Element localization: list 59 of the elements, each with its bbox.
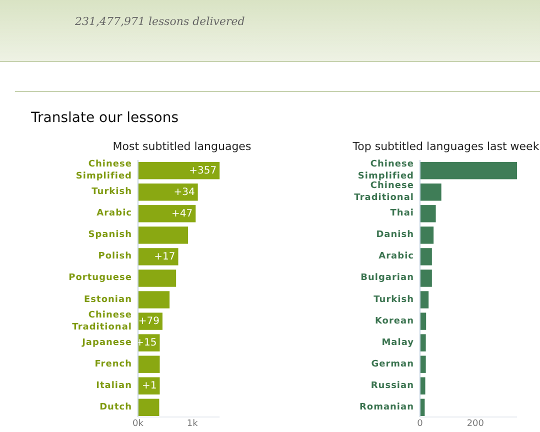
text: Translate our lessons bbox=[30, 110, 178, 126]
y-tick-label: Italian bbox=[96, 381, 132, 392]
annotation: +357 bbox=[189, 165, 217, 176]
x-tick-label: 1k bbox=[186, 419, 199, 429]
annotation: +15 bbox=[136, 338, 157, 349]
y-tick-label: Arabic bbox=[96, 209, 132, 220]
bar bbox=[420, 270, 432, 287]
annotation: +47 bbox=[172, 208, 193, 220]
bar bbox=[420, 312, 426, 330]
y-tick-label: Estonian bbox=[84, 295, 132, 306]
bar bbox=[138, 248, 178, 266]
y-tick-label: Romanian bbox=[359, 402, 414, 413]
y-tick-label: Russian bbox=[370, 381, 414, 392]
y-tick-label: Turkish bbox=[374, 295, 414, 306]
bar bbox=[138, 291, 170, 308]
y-tick-label: Bulgarian bbox=[360, 274, 414, 284]
bar bbox=[138, 162, 220, 180]
y-tick-label: Polish bbox=[98, 252, 132, 262]
y-tick-label: Korean bbox=[374, 316, 414, 327]
y-tick-label: Arabic bbox=[378, 252, 414, 262]
bar bbox=[138, 226, 188, 244]
annotation: +34 bbox=[174, 186, 195, 198]
y-tick-label: German bbox=[371, 360, 414, 370]
annotation: +1 bbox=[142, 380, 157, 392]
bar bbox=[420, 162, 517, 180]
bar bbox=[420, 205, 436, 222]
x-tick-label: 0 bbox=[417, 419, 424, 429]
chart-title: Most subtitled languages bbox=[112, 140, 252, 153]
bar bbox=[420, 377, 426, 394]
x-tick-label: 0k bbox=[132, 419, 144, 429]
y-tick-label: Japanese bbox=[81, 338, 132, 348]
annotation: +17 bbox=[154, 251, 176, 262]
y-tick-label: Dutch bbox=[100, 402, 132, 413]
y-tick-label: Turkish bbox=[92, 188, 132, 198]
bar bbox=[420, 226, 434, 244]
y-tick-label: Thai bbox=[390, 209, 414, 220]
bar bbox=[420, 334, 426, 352]
x-tick-label: 200 bbox=[466, 419, 484, 429]
y-tick-label: Spanish bbox=[88, 230, 132, 241]
bar bbox=[138, 356, 160, 373]
y-tick-label: Portuguese bbox=[68, 274, 132, 284]
bar bbox=[138, 184, 198, 201]
bar bbox=[420, 291, 429, 308]
annotation: +79 bbox=[138, 316, 160, 328]
y-tick-label: Chinese Simplified bbox=[358, 160, 414, 182]
text: 231,477,971 lessons delivered bbox=[74, 15, 245, 28]
y-tick-label: Malay bbox=[382, 338, 414, 348]
chart-title: Top subtitled languages last week bbox=[352, 140, 540, 153]
bar bbox=[420, 184, 442, 201]
y-tick-label: French bbox=[94, 360, 132, 370]
bar bbox=[138, 398, 160, 416]
y-tick-label: Chinese Simplified bbox=[76, 160, 132, 182]
y-tick-label: Chinese Traditional bbox=[354, 182, 414, 204]
y-tick-label: Danish bbox=[376, 230, 414, 241]
bar bbox=[420, 248, 432, 266]
bar bbox=[138, 205, 196, 222]
y-tick-label: Chinese Traditional bbox=[72, 310, 132, 333]
bar bbox=[420, 356, 426, 373]
bar bbox=[138, 270, 176, 287]
